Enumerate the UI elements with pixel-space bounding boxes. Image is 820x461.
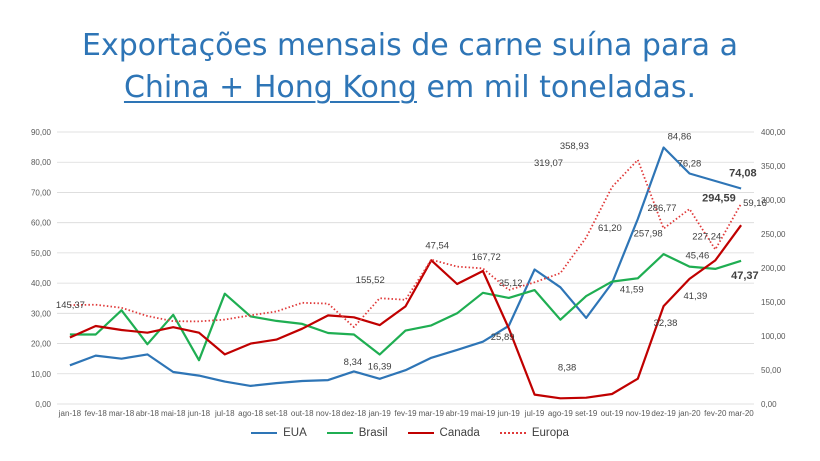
chart-title-line-2: China + Hong Kong em mil toneladas. <box>0 68 820 108</box>
y-right-tick-label: 350,00 <box>761 162 786 171</box>
series-line-canada <box>69 224 742 400</box>
data-label: 25,89 <box>491 332 515 343</box>
data-label: 155,52 <box>356 275 385 286</box>
x-tick-label: dez-19 <box>651 409 676 418</box>
data-label: 257,98 <box>634 229 663 240</box>
y-left-tick-label: 10,00 <box>31 370 52 379</box>
data-label: 47,54 <box>425 240 449 251</box>
y-right-tick-label: 50,00 <box>761 366 782 375</box>
y-right-tick-label: 400,00 <box>761 128 786 137</box>
series-line-eua <box>69 146 742 387</box>
legend-label: Europa <box>531 427 569 439</box>
x-tick-label: jun-19 <box>497 409 521 418</box>
y-left-tick-label: 90,00 <box>31 128 52 137</box>
x-tick-label: mai-19 <box>471 409 496 418</box>
x-tick-label: jan-20 <box>677 409 701 418</box>
legend-swatch <box>407 432 434 434</box>
data-label: 59,16 <box>743 198 767 209</box>
legend-item-europa: Europa <box>499 427 569 439</box>
x-tick-label: set-18 <box>265 409 288 418</box>
x-tick-label: mar-18 <box>109 409 135 418</box>
legend-item-eua: EUA <box>251 427 307 439</box>
x-tick-label: mar-20 <box>728 409 754 418</box>
data-label: 286,77 <box>647 203 676 214</box>
y-left-tick-label: 50,00 <box>31 249 52 258</box>
data-label: 41,59 <box>620 284 644 295</box>
title-underlined-text: China + Hong Kong <box>123 70 417 105</box>
data-label: 294,59 <box>702 193 736 205</box>
data-label: 35,12 <box>499 278 523 289</box>
x-tick-label: out-18 <box>291 409 314 418</box>
x-tick-label: ago-18 <box>238 409 263 418</box>
y-left-tick-label: 70,00 <box>31 188 52 197</box>
y-right-tick-label: 100,00 <box>761 332 786 341</box>
x-tick-label: fev-20 <box>704 409 727 418</box>
data-label: 319,07 <box>534 158 563 169</box>
data-label: 61,20 <box>598 223 622 234</box>
data-label: 84,86 <box>668 132 692 143</box>
legend-item-canada: Canada <box>407 427 480 439</box>
data-label: 358,93 <box>560 141 589 152</box>
x-tick-label: fev-19 <box>394 409 417 418</box>
legend-item-brasil: Brasil <box>326 427 388 439</box>
title-rest-text: em mil toneladas. <box>416 70 697 105</box>
data-label: 227,24 <box>692 231 721 242</box>
x-tick-label: jun-18 <box>187 409 211 418</box>
data-label: 167,72 <box>472 252 501 263</box>
x-tick-label: set-19 <box>575 409 598 418</box>
data-label: 45,46 <box>685 251 709 262</box>
series-line-europa <box>69 158 742 329</box>
y-left-tick-label: 20,00 <box>31 340 52 349</box>
chart-legend: EUA Brasil Canada Europa <box>0 427 820 439</box>
y-left-tick-label: 80,00 <box>31 158 52 167</box>
x-tick-label: mar-19 <box>419 409 445 418</box>
data-label: 32,38 <box>654 318 678 329</box>
x-tick-label: jul-18 <box>214 409 235 418</box>
x-tick-label: jan-18 <box>58 409 82 418</box>
y-left-tick-label: 60,00 <box>31 219 52 228</box>
data-label: 74,08 <box>729 168 757 180</box>
x-tick-label: jan-19 <box>368 409 392 418</box>
data-label: 145,37 <box>56 300 85 311</box>
data-label: 41,39 <box>683 291 707 302</box>
y-left-tick-label: 0,00 <box>35 400 51 409</box>
legend-swatch <box>326 432 353 434</box>
data-label: 47,37 <box>731 270 759 282</box>
x-tick-label: ago-19 <box>548 409 573 418</box>
legend-label: EUA <box>283 427 307 439</box>
x-tick-label: nov-19 <box>626 409 651 418</box>
x-tick-label: jul-19 <box>524 409 545 418</box>
x-tick-label: mai-18 <box>161 409 186 418</box>
legend-swatch <box>499 432 526 434</box>
y-right-tick-label: 250,00 <box>761 230 786 239</box>
x-tick-label: abr-19 <box>446 409 470 418</box>
legend-swatch <box>251 432 278 434</box>
x-tick-label: dez-18 <box>342 409 367 418</box>
x-tick-label: abr-18 <box>136 409 160 418</box>
data-label: 8,38 <box>558 363 577 374</box>
legend-label: Canada <box>439 427 480 439</box>
y-right-tick-label: 0,00 <box>761 400 777 409</box>
y-right-tick-label: 300,00 <box>761 196 786 205</box>
y-left-tick-label: 40,00 <box>31 279 52 288</box>
x-tick-label: out-19 <box>601 409 624 418</box>
x-tick-label: fev-18 <box>85 409 108 418</box>
x-tick-label: nov-18 <box>316 409 341 418</box>
chart-title-line-1: Exportações mensais de carne suína para … <box>82 28 738 63</box>
data-label: 76,28 <box>678 158 702 169</box>
legend-label: Brasil <box>358 427 388 439</box>
y-right-tick-label: 150,00 <box>761 298 786 307</box>
data-label: 8,34 <box>344 357 363 368</box>
y-left-tick-label: 30,00 <box>31 309 52 318</box>
data-label: 16,39 <box>368 361 392 372</box>
y-right-tick-label: 200,00 <box>761 264 786 273</box>
